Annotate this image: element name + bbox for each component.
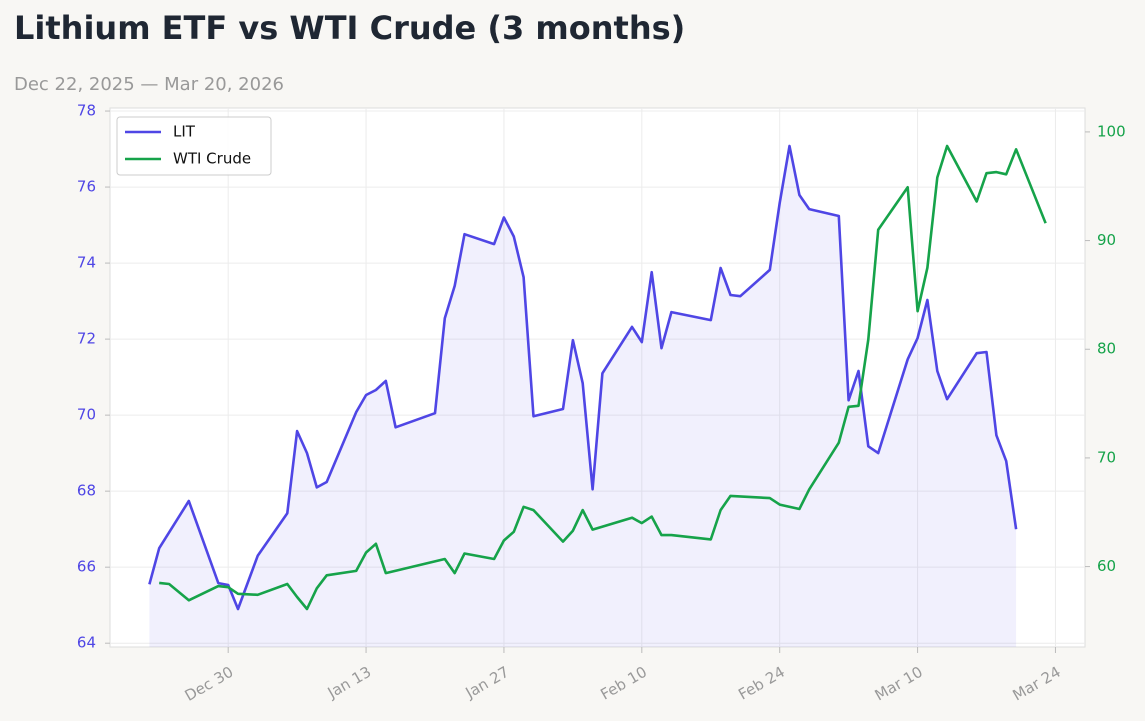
y2-tick-label: 100	[1097, 122, 1126, 140]
y2-tick-label: 90	[1097, 231, 1116, 249]
y-tick-label: 74	[77, 254, 96, 272]
x-tick-label: Feb 10	[597, 663, 650, 704]
line	[159, 144, 1047, 611]
x-tick-label: Jan 27	[462, 663, 513, 703]
x-tick-label: Jan 13	[324, 663, 375, 703]
y-tick-label: 64	[77, 634, 96, 652]
legend-label: WTI Crude	[173, 150, 251, 168]
x-tick-label: Mar 24	[1010, 663, 1064, 705]
y-tick-label: 68	[77, 482, 96, 500]
x-tick-label: Feb 24	[735, 663, 788, 704]
legend-label: LIT	[173, 123, 196, 141]
y-tick-label: 78	[77, 102, 96, 120]
y-tick-label: 76	[77, 178, 96, 196]
y-tick-label: 72	[77, 330, 96, 348]
chart-subtitle: Dec 22, 2025 — Mar 20, 2026	[14, 74, 284, 95]
y2-tick-label: 80	[1097, 340, 1116, 358]
x-tick-label: Dec 30	[182, 663, 237, 705]
line	[148, 144, 1018, 611]
plot-area	[109, 107, 1086, 648]
y2-tick-label: 60	[1097, 557, 1116, 575]
y-tick-label: 66	[77, 558, 96, 576]
y2-tick-label: 70	[1097, 448, 1116, 466]
x-tick-label: Mar 10	[872, 663, 926, 705]
y-tick-label: 70	[77, 406, 96, 424]
chart-title: Lithium ETF vs WTI Crude (3 months)	[14, 9, 685, 47]
